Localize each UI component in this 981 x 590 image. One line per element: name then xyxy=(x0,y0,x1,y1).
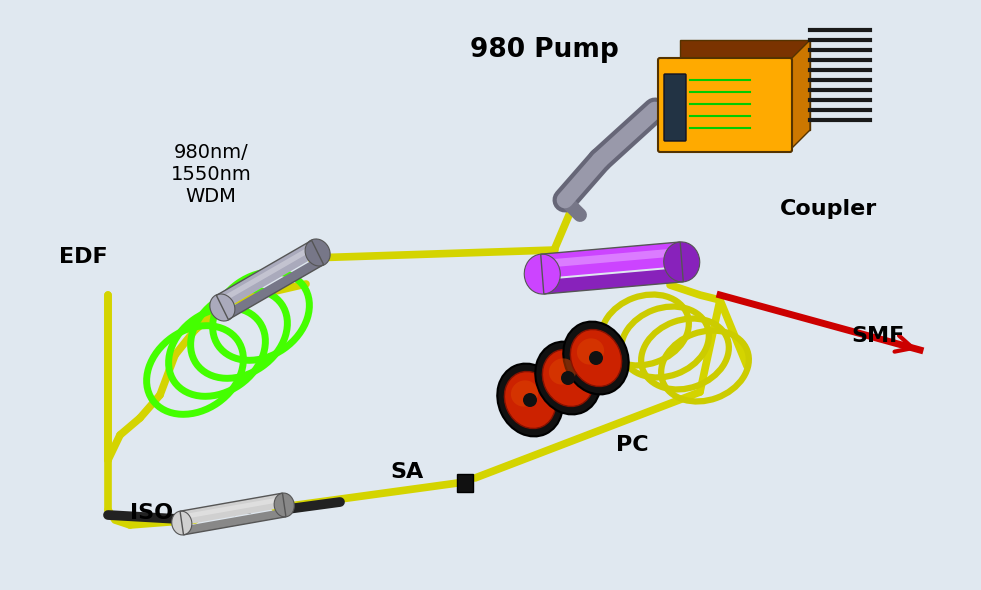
Text: SA: SA xyxy=(390,462,424,482)
Text: Coupler: Coupler xyxy=(780,199,878,219)
Ellipse shape xyxy=(677,256,687,268)
Text: ISO: ISO xyxy=(130,503,174,523)
Ellipse shape xyxy=(563,322,629,394)
Polygon shape xyxy=(541,242,682,278)
Text: 980 Pump: 980 Pump xyxy=(470,37,619,63)
Circle shape xyxy=(589,351,603,365)
Ellipse shape xyxy=(511,381,539,407)
Ellipse shape xyxy=(172,511,192,535)
Polygon shape xyxy=(218,244,316,304)
Ellipse shape xyxy=(542,349,594,407)
Ellipse shape xyxy=(497,363,563,437)
Bar xyxy=(457,474,473,492)
Ellipse shape xyxy=(538,268,547,280)
Ellipse shape xyxy=(274,493,294,517)
Polygon shape xyxy=(790,40,810,150)
Polygon shape xyxy=(182,509,285,535)
Ellipse shape xyxy=(313,248,322,257)
Ellipse shape xyxy=(542,382,555,396)
FancyBboxPatch shape xyxy=(664,74,686,141)
Polygon shape xyxy=(542,268,684,294)
Text: 980nm/
1550nm
WDM: 980nm/ 1550nm WDM xyxy=(171,143,251,205)
Ellipse shape xyxy=(305,239,331,266)
Ellipse shape xyxy=(577,338,604,365)
Ellipse shape xyxy=(210,294,234,321)
Text: SMF: SMF xyxy=(852,326,904,346)
Polygon shape xyxy=(181,493,284,525)
FancyBboxPatch shape xyxy=(658,58,792,152)
Circle shape xyxy=(523,393,537,407)
Ellipse shape xyxy=(664,242,699,282)
Polygon shape xyxy=(181,497,284,519)
Polygon shape xyxy=(217,240,319,310)
Text: PC: PC xyxy=(616,435,649,455)
Polygon shape xyxy=(680,40,810,130)
Ellipse shape xyxy=(218,303,227,312)
Ellipse shape xyxy=(524,254,560,294)
Text: EDF: EDF xyxy=(59,247,108,267)
Ellipse shape xyxy=(536,342,600,414)
Ellipse shape xyxy=(576,361,589,375)
Ellipse shape xyxy=(570,329,622,386)
Polygon shape xyxy=(542,248,681,268)
Polygon shape xyxy=(225,256,324,320)
Ellipse shape xyxy=(549,358,576,385)
Circle shape xyxy=(561,371,575,385)
Ellipse shape xyxy=(504,372,555,428)
